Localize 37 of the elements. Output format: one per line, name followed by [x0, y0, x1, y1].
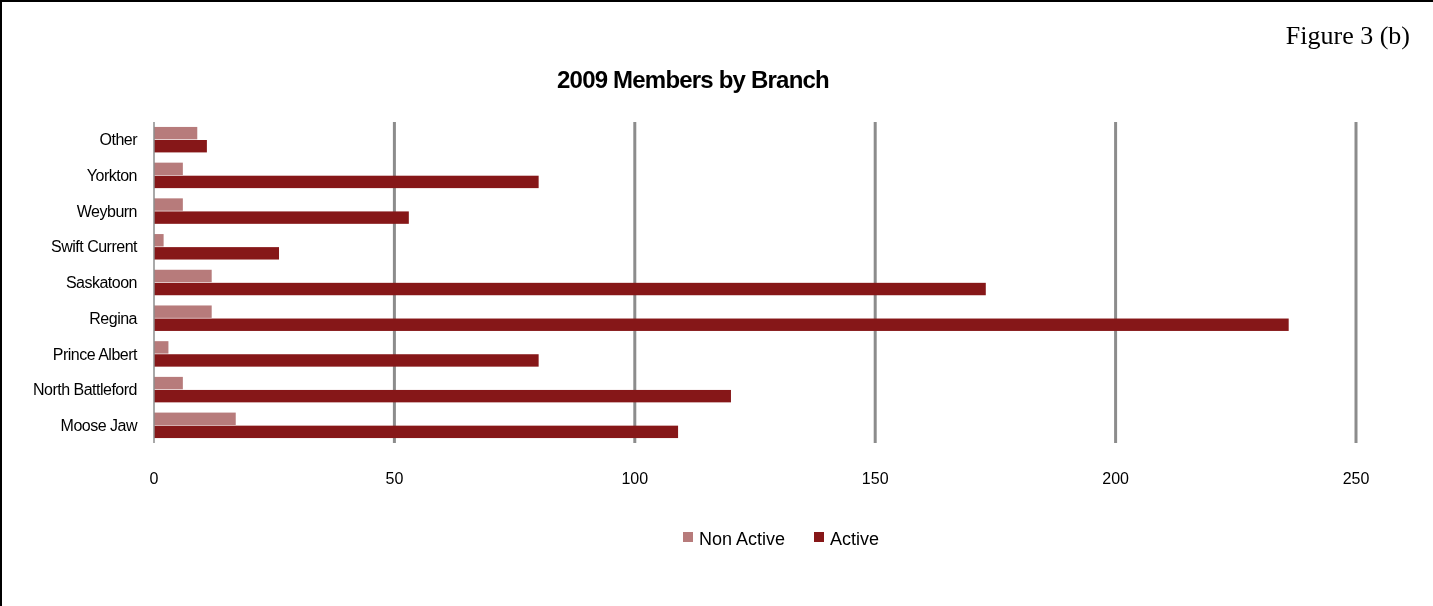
- bar: [154, 175, 539, 189]
- bar: [154, 341, 169, 354]
- caption: Figure 3 (b): [1285, 21, 1410, 50]
- bar: [154, 376, 183, 390]
- x-tick-label: 200: [1102, 470, 1130, 487]
- bar: [154, 282, 986, 296]
- y-tick-label: North Battleford: [32, 381, 137, 399]
- bar: [154, 162, 183, 176]
- y-tick-label: Weyburn: [76, 202, 137, 220]
- bar: [154, 389, 731, 403]
- y-tick-label: Swift Current: [51, 238, 139, 256]
- bar: [154, 126, 198, 140]
- bar: [154, 247, 280, 260]
- bar: [154, 269, 212, 283]
- x-tick-label: 0: [149, 470, 159, 487]
- legend-label: Non Active: [699, 529, 786, 550]
- x-tick-label: 50: [385, 470, 404, 487]
- y-tick-label: Moose Jaw: [60, 416, 138, 434]
- bar: [154, 318, 1289, 331]
- y-tick-label: Regina: [89, 309, 138, 327]
- y-tick-label: Saskatoon: [65, 274, 137, 292]
- bar: [154, 140, 207, 153]
- y-tick-label: Prince Albert: [52, 345, 139, 363]
- x-tick-label: 150: [861, 470, 889, 487]
- legend-label: Active: [830, 529, 880, 550]
- bar: [154, 412, 236, 425]
- bar: [154, 425, 679, 439]
- bar: [154, 234, 164, 247]
- y-tick-label: Other: [99, 131, 139, 149]
- bar: [154, 305, 212, 318]
- x-tick-label: 100: [621, 470, 649, 487]
- y-tick-label: Yorkton: [86, 166, 137, 184]
- bar: [154, 198, 183, 211]
- bar: [154, 354, 539, 367]
- x-tick-label: 250: [1342, 470, 1370, 487]
- chart-title: 2009 Members by Branch: [557, 66, 830, 93]
- bar: [154, 211, 409, 224]
